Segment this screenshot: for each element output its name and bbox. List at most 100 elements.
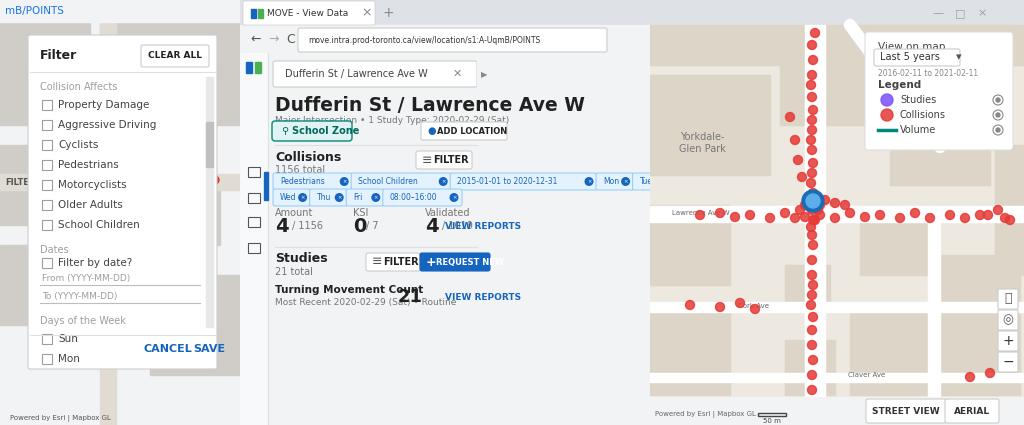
Circle shape (808, 340, 816, 349)
FancyBboxPatch shape (351, 173, 452, 190)
Text: Older Adults: Older Adults (58, 200, 123, 210)
Circle shape (806, 202, 814, 212)
Circle shape (808, 198, 816, 207)
Circle shape (791, 136, 800, 144)
Circle shape (809, 241, 817, 249)
Text: Motorcyclists: Motorcyclists (58, 180, 127, 190)
FancyBboxPatch shape (633, 173, 670, 190)
Text: Fri: Fri (353, 193, 362, 202)
Text: Tue: Tue (640, 177, 652, 186)
Text: Cork Ave: Cork Ave (738, 303, 769, 309)
Circle shape (745, 210, 755, 219)
Circle shape (809, 312, 817, 321)
Text: Collisions: Collisions (275, 150, 341, 164)
Text: +: + (426, 255, 436, 269)
Circle shape (808, 116, 816, 125)
Text: →: → (268, 32, 279, 45)
Bar (248, 167, 260, 177)
Circle shape (813, 206, 822, 215)
Circle shape (808, 71, 816, 79)
Text: +: + (382, 6, 394, 20)
Bar (100, 0, 116, 425)
Circle shape (136, 176, 144, 184)
Circle shape (996, 128, 1000, 132)
Circle shape (808, 40, 816, 49)
Bar (780, 65, 880, 125)
Bar (650, 205, 730, 285)
Circle shape (801, 201, 810, 210)
Text: Volume: Volume (900, 125, 936, 135)
Circle shape (151, 151, 159, 159)
FancyBboxPatch shape (421, 122, 507, 140)
Circle shape (808, 230, 816, 240)
Circle shape (685, 300, 694, 309)
Circle shape (996, 98, 1000, 102)
Bar (248, 243, 260, 253)
FancyBboxPatch shape (298, 28, 607, 52)
Bar (248, 193, 260, 203)
Text: FILTER: FILTER (5, 178, 36, 187)
Circle shape (695, 210, 705, 219)
Text: 2016-02-11 to 2021-02-11: 2016-02-11 to 2021-02-11 (878, 68, 978, 77)
Text: Dates: Dates (40, 245, 69, 255)
Bar (246, 62, 252, 73)
FancyBboxPatch shape (865, 32, 1013, 150)
Circle shape (1000, 213, 1010, 223)
Circle shape (1006, 215, 1015, 224)
Text: Lawrence Ave W: Lawrence Ave W (672, 210, 730, 216)
Circle shape (815, 210, 824, 219)
Circle shape (751, 304, 760, 314)
Bar (860, 215, 940, 275)
Circle shape (807, 80, 815, 90)
FancyBboxPatch shape (596, 173, 634, 190)
Circle shape (794, 156, 803, 164)
Circle shape (811, 28, 819, 37)
Circle shape (808, 125, 816, 134)
Bar (42, 160, 52, 170)
Circle shape (808, 402, 816, 411)
Text: Sun: Sun (58, 334, 78, 344)
Bar (995, 145, 1024, 275)
Circle shape (896, 213, 904, 223)
Bar (650, 206, 1024, 222)
Text: AERIAL: AERIAL (954, 406, 990, 416)
FancyBboxPatch shape (998, 310, 1018, 330)
Circle shape (993, 206, 1002, 215)
Circle shape (809, 215, 817, 224)
Text: CANCEL: CANCEL (143, 344, 191, 354)
Bar (255, 62, 261, 73)
Text: STREET VIEW: STREET VIEW (872, 406, 940, 416)
Bar (477, 55, 490, 95)
Text: Powered by Esri | Mapbox GL: Powered by Esri | Mapbox GL (655, 411, 756, 417)
Circle shape (820, 196, 829, 204)
Text: Amount: Amount (275, 208, 313, 218)
Bar (120, 185, 220, 245)
Circle shape (881, 94, 893, 106)
Circle shape (166, 161, 174, 169)
Circle shape (808, 385, 816, 394)
Text: 21: 21 (398, 288, 423, 306)
Circle shape (809, 189, 817, 198)
Circle shape (809, 355, 817, 365)
Text: ADD LOCATION: ADD LOCATION (437, 127, 507, 136)
Bar (928, 222, 940, 425)
Text: FILTER: FILTER (433, 155, 469, 165)
Text: VIEW REPORTS: VIEW REPORTS (445, 221, 521, 230)
Circle shape (298, 193, 307, 202)
Text: Aggressive Driving: Aggressive Driving (58, 120, 157, 130)
Text: ×: × (587, 179, 591, 184)
Bar (850, 305, 950, 395)
FancyBboxPatch shape (416, 151, 472, 169)
FancyBboxPatch shape (28, 35, 217, 369)
Circle shape (808, 326, 816, 334)
FancyBboxPatch shape (420, 253, 490, 271)
Text: Yorkdale-
Glen Park: Yorkdale- Glen Park (679, 132, 725, 154)
Text: View on map: View on map (878, 42, 945, 52)
Circle shape (657, 177, 667, 186)
Text: Wed: Wed (280, 193, 297, 202)
Bar (240, 53, 268, 425)
Circle shape (340, 177, 349, 186)
Bar (805, 25, 825, 425)
FancyBboxPatch shape (866, 399, 946, 423)
Circle shape (809, 159, 817, 167)
